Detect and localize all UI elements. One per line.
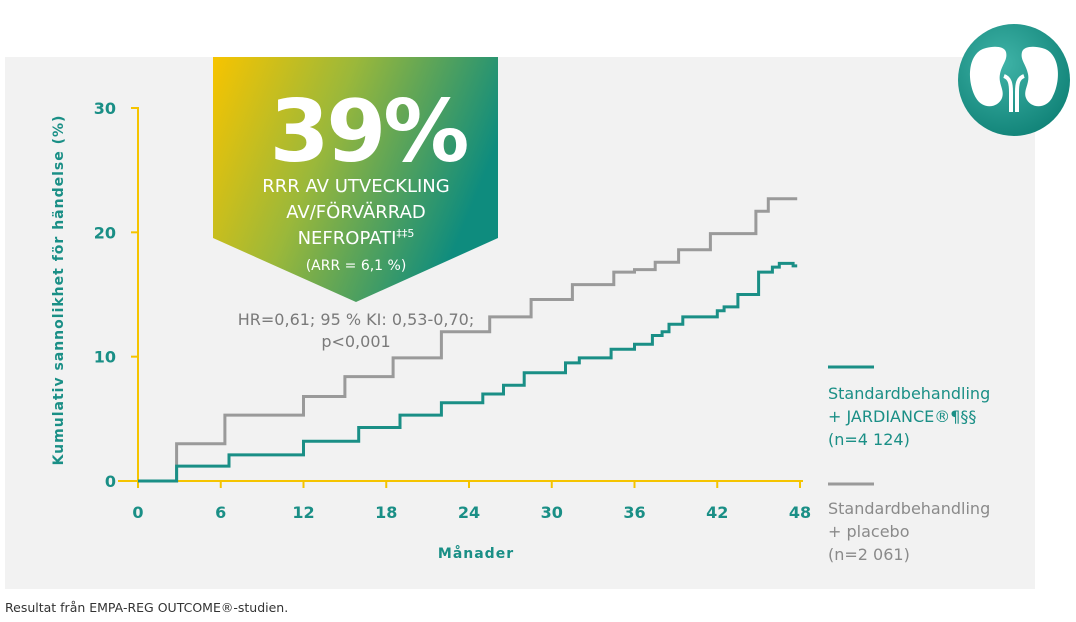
banner-line1: RRR AV UTVECKLING [262,176,449,197]
x-tick-label: 48 [789,503,811,522]
banner-line2: AV/FÖRVÄRRAD [286,201,426,223]
legend-placebo-line3: (n=2 061) [828,545,910,564]
banner-line3-sup: ‡‡5 [396,227,414,240]
y-tick-label: 0 [105,472,116,491]
axes [118,107,803,482]
series-line-jardiance [138,261,798,483]
y-tick-label: 20 [94,223,116,242]
x-tick-label: 0 [132,503,143,522]
banner-percent: 39% [270,82,468,182]
legend-placebo-line2: + placebo [828,522,909,541]
legend: Standardbehandling + JARDIANCE®¶§§ (n=4 … [828,365,990,564]
y-ticks: 0 10 20 30 [94,99,138,491]
legend-placebo-line1: Standardbehandling [828,499,990,518]
x-tick-label: 36 [623,503,645,522]
x-tick-label: 6 [215,503,226,522]
legend-jardiance-line2: + JARDIANCE®¶§§ [828,407,976,426]
x-tick-label: 30 [541,503,563,522]
legend-jardiance-line1: Standardbehandling [828,384,990,403]
banner-line4: (ARR = 6,1 %) [306,258,407,274]
x-tick-label: 12 [292,503,314,522]
series-layer [138,197,798,483]
banner-shape [213,57,498,302]
y-axis-label: Kumulativ sannolikhet för händelse (%) [51,115,67,466]
chart-panel [5,57,1035,589]
banner-line3: NEFROPATI‡‡5 [298,227,415,249]
hr-line2: p<0,001 [321,332,390,351]
y-tick-label: 10 [94,348,116,367]
x-tick-label: 18 [375,503,397,522]
kidney-icon [958,24,1070,136]
x-tick-label: 42 [706,503,728,522]
x-tick-label: 24 [458,503,480,522]
banner-line3-main: NEFROPATI [298,228,397,249]
rrr-banner: 39% RRR AV UTVECKLING AV/FÖRVÄRRAD NEFRO… [213,57,498,302]
hr-line1: HR=0,61; 95 % KI: 0,53-0,70; [238,310,475,329]
footnote: Resultat från EMPA-REG OUTCOME®-studien. [5,600,289,615]
series-line-placebo [138,197,798,483]
x-axis-label: Månader [438,545,514,562]
legend-jardiance-line3: (n=4 124) [828,430,910,449]
x-ticks: 0 6 12 18 24 30 36 42 48 [132,481,811,522]
y-tick-label: 30 [94,99,116,118]
